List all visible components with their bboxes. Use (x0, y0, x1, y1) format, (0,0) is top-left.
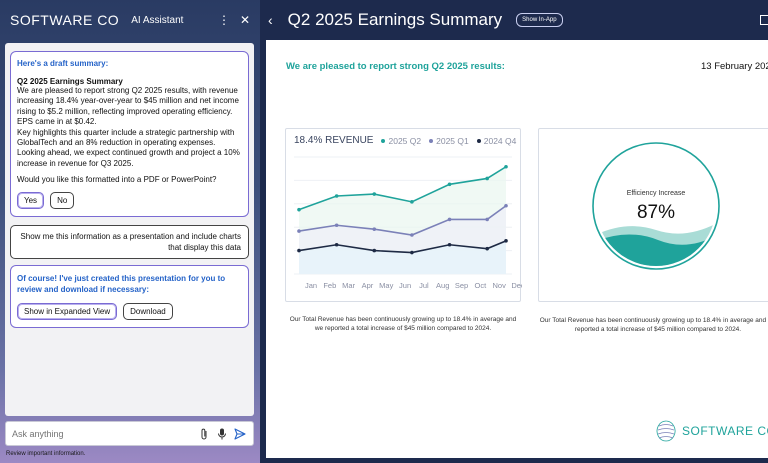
x-tick-label: Jun (399, 281, 411, 290)
legend-label-q4: 2024 Q4 (483, 135, 517, 146)
data-point (485, 246, 489, 251)
data-point (372, 227, 377, 231)
gauge-caption: Our Total Revenue has been continuously … (539, 317, 768, 333)
expanded-view-button[interactable]: Show in Expanded View (17, 303, 118, 321)
footer-logo-text: SOFTWARE CO (682, 424, 768, 438)
gauge-title: Efficiency Increase (627, 190, 686, 197)
presentation-slide: We are pleased to report strong Q2 2025 … (266, 40, 768, 458)
x-tick-label: Apr (362, 281, 374, 290)
gauge-value: 87% (637, 202, 675, 223)
x-tick-label: Feb (323, 281, 336, 290)
data-point (447, 217, 452, 222)
data-point (410, 200, 414, 204)
x-tick-label: Dec (511, 281, 522, 290)
x-tick-label: Nov (493, 281, 507, 290)
brand-mark-icon (656, 420, 676, 442)
x-tick-label: Oct (475, 281, 488, 290)
chart-legend: 18.4% REVENUE 2025 Q2 2025 Q1 2024 Q4 (294, 135, 516, 146)
ai-message-draft: Here's a draft summary: Q2 2025 Earnings… (10, 51, 249, 218)
chart-caption: Our Total Revenue has been continuously … (289, 316, 517, 332)
draft-actions: Yes No (17, 192, 242, 210)
data-point (410, 233, 414, 237)
reply-actions: Show in Expanded View Download (17, 303, 242, 321)
back-chevron-icon[interactable]: ‹ (268, 12, 273, 28)
microphone-icon[interactable] (215, 427, 229, 441)
x-tick-label: Mar (342, 281, 355, 290)
data-point (372, 248, 377, 253)
yes-button[interactable]: Yes (17, 192, 45, 210)
more-options-icon[interactable]: ⋮ (217, 13, 230, 27)
send-icon[interactable] (233, 427, 247, 441)
data-point (504, 203, 508, 208)
show-in-app-button[interactable]: Show In-App (516, 13, 563, 27)
footer-logo: SOFTWARE CO (656, 420, 768, 442)
assistant-tools: ⋮ ✕ (218, 13, 250, 27)
data-point (504, 164, 508, 169)
assistant-header: SOFTWARE CO AI Assistant ⋮ ✕ (0, 0, 260, 40)
legend-dot-q2 (381, 139, 386, 144)
ai-message-reply: Of course! I've just created this presen… (10, 265, 249, 329)
legend-item-q2: 2025 Q2 (381, 136, 421, 146)
data-point (410, 250, 414, 255)
data-point (334, 223, 339, 228)
data-point (485, 176, 489, 181)
data-point (485, 217, 489, 222)
legend-dot-q4 (476, 139, 481, 144)
data-point (447, 182, 452, 187)
x-tick-label: Jul (419, 281, 429, 290)
data-point (372, 192, 377, 196)
draft-question: Would you like this formatted into a PDF… (17, 175, 217, 185)
data-point (447, 242, 452, 247)
chat-input-bar (5, 421, 254, 446)
legend-label-q2: 2025 Q2 (388, 135, 422, 146)
data-point (297, 229, 301, 233)
draft-title: Q2 2025 Earnings Summary (17, 77, 123, 86)
brand-logo: SOFTWARE CO (10, 12, 120, 28)
assistant-panel: SOFTWARE CO AI Assistant ⋮ ✕ Here's a dr… (0, 0, 260, 463)
x-tick-label: May (379, 281, 393, 290)
chat-input[interactable] (12, 428, 193, 439)
draft-lead: Here's a draft summary: (17, 59, 109, 68)
no-button[interactable]: No (50, 192, 75, 210)
assistant-title: AI Assistant (131, 14, 184, 26)
efficiency-gauge-card: Efficiency Increase 87% (538, 128, 768, 302)
reply-lead: Of course! I've just created this presen… (17, 274, 226, 295)
data-point (297, 207, 301, 212)
revenue-line-chart: Jan Feb Mar Apr May Jun Jul Aug Sep Oct Nov Dec (294, 156, 522, 290)
draft-body: We are pleased to report strong Q2 2025 … (17, 86, 240, 168)
chat-thread[interactable]: Here's a draft summary: Q2 2025 Earnings… (5, 43, 254, 416)
document-header: ‹ Q2 2025 Earnings Summary Show In-App (260, 0, 768, 40)
data-point (504, 239, 508, 243)
data-point (297, 248, 301, 253)
efficiency-gauge: Efficiency Increase 87% (592, 142, 720, 270)
data-point (334, 194, 339, 198)
document-title: Q2 2025 Earnings Summary (287, 10, 503, 29)
legend-label-q1: 2025 Q1 (436, 135, 469, 146)
legend-item-q4: 2024 Q4 (476, 135, 517, 146)
revenue-chart-card: 18.4% REVENUE 2025 Q2 2025 Q1 2024 Q4 Ja… (285, 128, 522, 302)
chart-title: 18.4% REVENUE (294, 135, 374, 146)
user-message: Show me this information as a presentati… (10, 225, 249, 260)
x-tick-label: Jan (305, 281, 317, 290)
legend-item-q1: 2025 Q1 (429, 136, 469, 146)
series-area (299, 240, 506, 274)
close-icon[interactable]: ✕ (239, 13, 250, 27)
mail-icon[interactable] (760, 15, 768, 25)
data-point (334, 242, 339, 247)
x-tick-label: Sep (455, 281, 468, 290)
attach-icon[interactable] (197, 427, 211, 441)
slide-date: 13 February 2025 (701, 61, 768, 72)
download-button[interactable]: Download (123, 303, 173, 321)
legend-dot-q1 (429, 139, 434, 144)
footnote: Review important information. (6, 451, 86, 457)
x-tick-label: Aug (436, 281, 449, 290)
slide-headline: We are pleased to report strong Q2 2025 … (286, 61, 505, 72)
